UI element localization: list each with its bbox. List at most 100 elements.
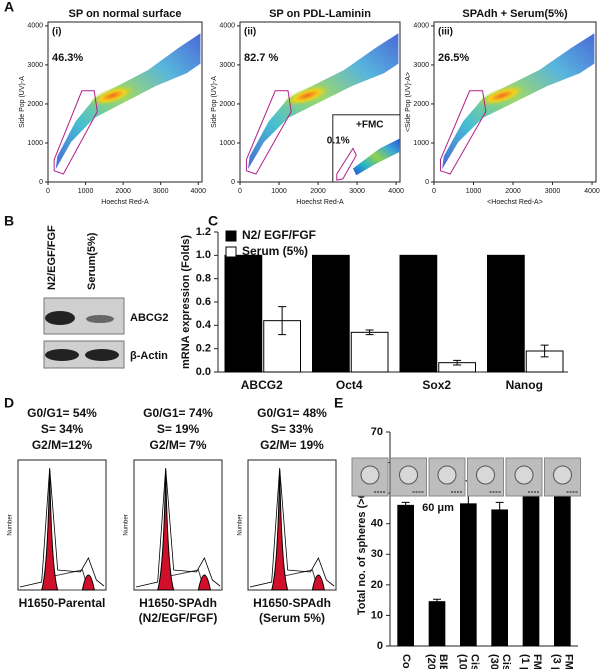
x-tick-label: FMC <box>562 654 574 669</box>
inset-percent: 0.1% <box>327 135 350 146</box>
plot-title-text: SP on normal surface <box>69 8 182 20</box>
histogram-outline <box>19 467 105 588</box>
error-bar <box>453 359 462 366</box>
panel-label: D <box>4 395 14 411</box>
gate-percent: 46.3% <box>52 52 83 64</box>
x-tick-label: Cisplatin <box>500 654 512 669</box>
bar <box>491 509 509 647</box>
histogram-y-label: Number <box>238 514 244 535</box>
y-tick-label: 70 <box>371 426 383 438</box>
histogram-outline <box>135 467 221 588</box>
x-tick-label: 4000 <box>190 188 206 195</box>
legend-swatch <box>225 230 237 242</box>
x-tick-label: (3 μM) <box>550 654 562 669</box>
y-tick-label: 4000 <box>219 23 235 30</box>
density-cloud <box>248 33 399 170</box>
x-tick-label: FMC <box>531 654 543 669</box>
band <box>85 349 119 361</box>
sp-gate <box>245 90 292 175</box>
y-tick-label: 2000 <box>219 101 235 108</box>
x-tick-label: 2000 <box>310 188 326 195</box>
cycle-phase: S= 33% <box>271 422 314 436</box>
y-tick-label: 0.0 <box>196 366 211 378</box>
panel-label: B <box>4 213 14 229</box>
error-bar <box>278 306 287 336</box>
histogram-caption: H1650-SPAdh <box>253 596 331 610</box>
sp-gate <box>53 90 98 175</box>
density-cloud <box>55 33 201 170</box>
y-tick-label: 1.0 <box>196 249 211 261</box>
sp-gate <box>439 90 487 175</box>
scale-label: 60 μm <box>422 502 454 514</box>
plot-tag: (ii) <box>244 27 256 38</box>
cycle-phase: S= 19% <box>157 422 200 436</box>
histogram-y-label: Number <box>124 514 130 535</box>
y-tick-label: 0.8 <box>196 273 211 285</box>
y-axis-label: mRNA expression (Folds) <box>180 235 192 369</box>
blot-row-label: β-Actin <box>130 350 168 362</box>
y-tick-label: 1.2 <box>196 226 211 238</box>
plot-title-text: SPAdh + Serum <box>462 8 544 20</box>
blot-row-label: ABCG2 <box>130 312 169 324</box>
cycle-phase: G2/M=12% <box>32 438 93 452</box>
legend-swatch <box>225 246 237 258</box>
error-bar <box>495 501 504 519</box>
cycle-phase: G0/G1= 54% <box>27 406 97 420</box>
band <box>45 349 79 361</box>
y-tick-label: 0 <box>425 179 429 186</box>
lane-label: N2/EGF/FGF <box>46 225 58 290</box>
y-tick-label: 3000 <box>27 62 43 69</box>
y-tick-label: 30 <box>371 548 383 560</box>
y-tick-label: 10 <box>371 609 383 621</box>
histogram-outline <box>249 467 335 588</box>
bar <box>487 254 525 373</box>
sphere <box>553 465 572 485</box>
gate-percent: 82.7 % <box>244 52 278 64</box>
error-bar <box>540 344 549 358</box>
plot-title-text: SP on PDL-Laminin <box>269 8 371 20</box>
bar <box>263 320 301 373</box>
inset-label: +FMC <box>356 119 384 130</box>
plot-title: SP on normal surface <box>69 8 182 20</box>
x-tick-label: 3000 <box>349 188 365 195</box>
legend-label: N2/ EGF/FGF <box>242 228 316 242</box>
x-tick-label: 3000 <box>153 188 169 195</box>
sphere-thumbnail <box>505 457 543 497</box>
plot-tag: (iii) <box>438 27 453 38</box>
plot-title: SP on PDL-Laminin <box>269 8 371 20</box>
plot-tag: (i) <box>52 27 61 38</box>
y-tick-label: 0.6 <box>196 296 211 308</box>
x-tick-label: 4000 <box>584 188 600 195</box>
y-tick-label: 3000 <box>219 62 235 69</box>
x-tick-label: ABCG2 <box>241 378 283 392</box>
y-tick-label: 2000 <box>413 101 429 108</box>
cycle-phase: G0/G1= 48% <box>257 406 327 420</box>
x-tick-label: Nanog <box>506 378 543 392</box>
bar <box>522 477 540 647</box>
panel-label: C <box>208 213 218 229</box>
gate-percent: 26.5% <box>438 52 469 64</box>
error-bar <box>433 598 441 605</box>
bar <box>554 481 571 647</box>
cycle-phase: G0/G1= 74% <box>143 406 213 420</box>
x-tick-label: 1000 <box>466 188 482 195</box>
g2-peak <box>311 574 326 591</box>
x-tick-label: 0 <box>432 188 436 195</box>
y-tick-label: 1000 <box>413 140 429 147</box>
x-tick-label: 1000 <box>78 188 94 195</box>
plot-frame <box>433 21 597 183</box>
x-tick-label: 4000 <box>388 188 404 195</box>
sphere <box>437 465 457 485</box>
density-core <box>282 84 332 107</box>
x-tick-label: Sox2 <box>422 378 451 392</box>
histogram-caption: (N2/EGF/FGF) <box>139 611 218 625</box>
cycle-phase: S= 34% <box>41 422 84 436</box>
bar <box>397 504 415 647</box>
plot-frame <box>239 21 401 183</box>
x-tick-label: 0 <box>46 188 50 195</box>
y-tick-label: 0 <box>377 640 383 652</box>
error-bar <box>401 501 410 509</box>
histogram-caption: H1650-Parental <box>19 596 106 610</box>
lane-label: Serum(5%) <box>86 232 98 290</box>
g2-peak <box>81 574 96 591</box>
